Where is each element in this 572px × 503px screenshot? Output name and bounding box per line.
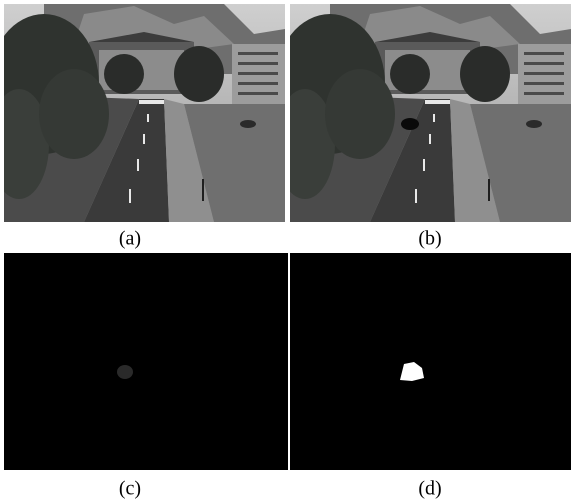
figure: (a) (b) (c) (d) [0, 0, 572, 503]
panel-c-image [4, 253, 288, 470]
panel-label: (b) [418, 228, 441, 250]
panel-label: (a) [119, 228, 141, 250]
panel-b-image [275, 4, 571, 222]
moving-car [401, 118, 419, 130]
panel-label: (c) [119, 478, 141, 500]
panel-d-image [290, 253, 571, 470]
panel-label: (d) [418, 478, 441, 500]
faint-blob [117, 365, 133, 379]
panel-a-image [0, 4, 285, 222]
